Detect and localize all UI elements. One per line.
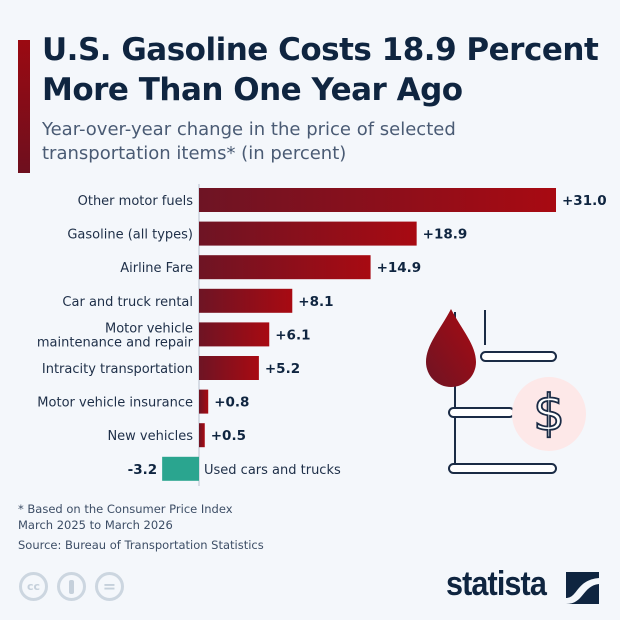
category-label: Motor vehicle maintenance and repair [37,321,194,350]
category-label: Intracity transportation [42,362,193,377]
data-label: +14.9 [377,260,422,276]
category-label: Car and truck rental [62,295,193,310]
data-label: +18.9 [423,227,468,243]
dollar-circle-icon [512,377,586,451]
category-label: Airline Fare [120,261,193,276]
bar [199,389,209,414]
data-label: +0.8 [214,395,249,411]
footnote-period: March 2025 to March 2026 [18,518,173,532]
data-label: +0.5 [211,428,246,444]
statista-logo[interactable]: statista [446,565,547,603]
category-label: Other motor fuels [78,194,194,209]
barrel-top-rim-icon [480,351,557,362]
chart-subtitle: Year-over-year change in the price of se… [42,119,456,164]
data-label: -3.2 [128,462,158,478]
category-label: Motor vehicle insurance [37,396,193,411]
fuel-barrel-illustration: $ [426,309,586,474]
attribution-icon[interactable] [57,572,86,601]
cc-icon[interactable]: cc [19,572,48,601]
category-label: Used cars and trucks [204,463,341,478]
category-label: New vehicles [107,429,193,444]
bar [199,255,371,280]
bar [162,456,199,481]
bar [199,188,556,212]
source-text[interactable]: Source: Bureau of Transportation Statist… [18,538,264,552]
bar [199,356,259,380]
bar [199,288,293,313]
barrel-bottom-rim-icon [448,463,557,474]
data-label: +31.0 [562,193,607,209]
bar [199,322,270,347]
fuel-drop-icon [426,309,476,387]
bar-chart: +31.0 Other motor fuels +18.9 Gasoline (all… [37,184,607,486]
category-label: Gasoline (all types) [67,228,193,243]
dollar-sign-icon: $ [533,384,565,442]
statista-logo-mark-icon [566,572,599,604]
data-label: +6.1 [275,327,310,343]
chart-title: U.S. Gasoline Costs 18.9 Percent More Th… [42,32,599,108]
footnote: * Based on the Consumer Price Index [18,502,233,516]
bar [199,423,205,448]
no-derivatives-icon[interactable]: = [95,572,124,601]
data-label: +5.2 [265,361,300,377]
data-label: +8.1 [298,294,333,310]
barrel-middle-rim-icon [448,407,515,418]
title-accent-bar [18,40,30,173]
bar [199,221,417,246]
